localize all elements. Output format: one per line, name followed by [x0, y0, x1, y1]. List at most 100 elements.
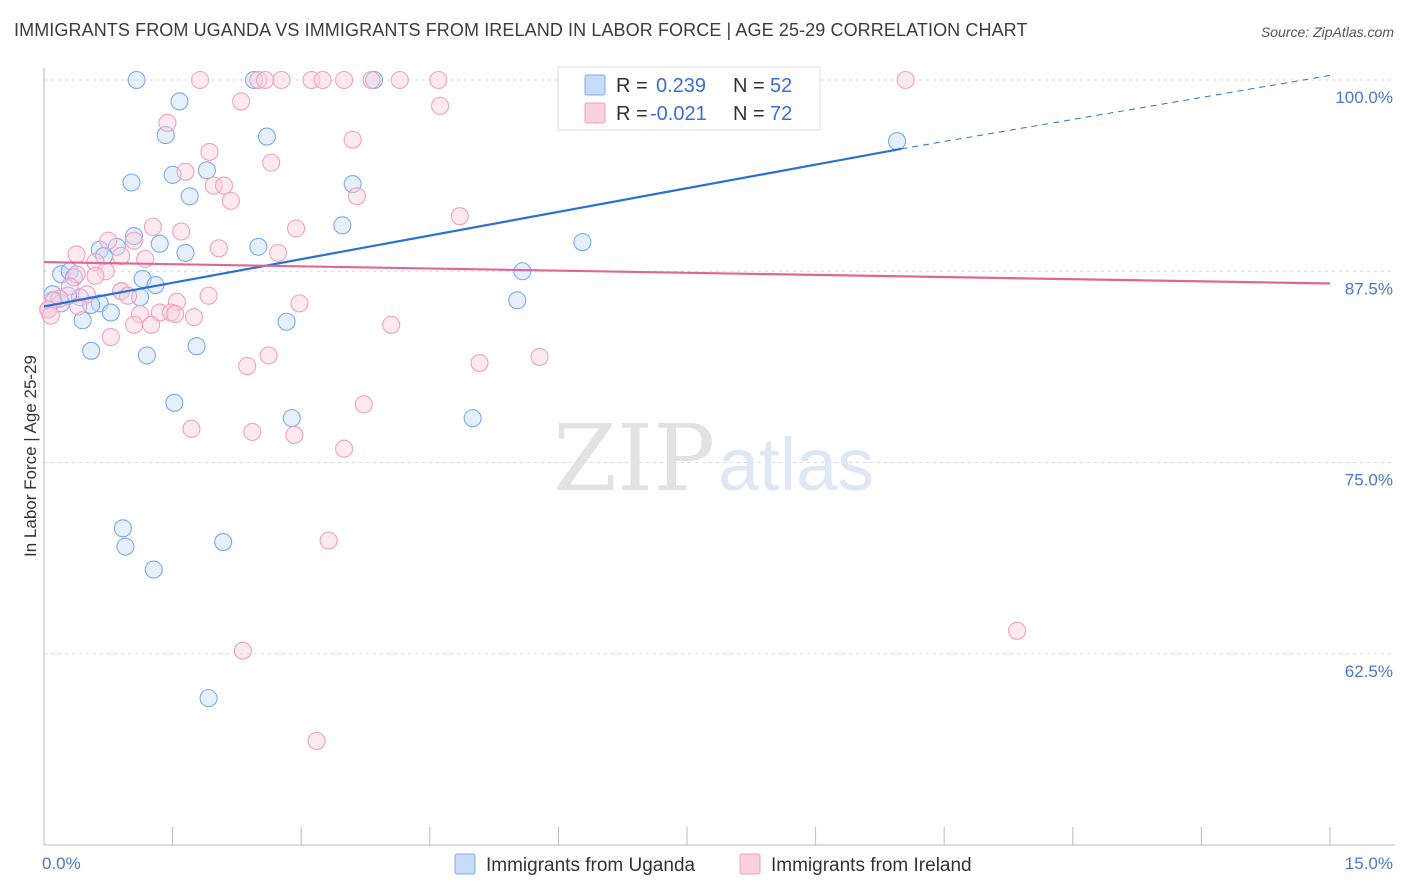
- trend-line-uganda-extension: [901, 74, 1331, 150]
- series-legend-swatch-ireland: [739, 853, 761, 875]
- point-ireland-11: [232, 92, 251, 111]
- point-uganda-0: [127, 70, 146, 90]
- axes: [43, 68, 1395, 846]
- point-ireland-19: [214, 176, 234, 195]
- point-uganda-21: [64, 268, 84, 287]
- point-ireland-26: [124, 231, 144, 250]
- legend-n-value-uganda: 52: [770, 75, 792, 97]
- point-uganda-49: [508, 291, 527, 310]
- grid-lines: [44, 79, 1395, 655]
- trend-lines: [43, 74, 1331, 308]
- point-uganda-36: [82, 341, 101, 360]
- point-ireland-46: [290, 294, 309, 313]
- point-uganda-7: [197, 161, 216, 180]
- point-ireland-66: [233, 641, 252, 660]
- point-ireland-20: [221, 191, 240, 210]
- point-ireland-0: [190, 70, 210, 90]
- trend-line-ireland: [43, 260, 1331, 285]
- point-ireland-2: [256, 70, 275, 90]
- point-uganda-44: [214, 533, 233, 552]
- watermark-atlas: atlas: [718, 423, 874, 506]
- point-ireland-3: [272, 70, 291, 90]
- point-uganda-40: [282, 409, 301, 428]
- point-uganda-50: [887, 132, 907, 151]
- point-ireland-53: [142, 315, 161, 334]
- legend-r-label-uganda: R =: [616, 75, 648, 97]
- series-legend-label-ireland: Immigrants from Ireland: [771, 855, 972, 876]
- legend-r-value-ireland: -0.021: [650, 103, 707, 125]
- point-uganda-41: [463, 409, 482, 428]
- point-uganda-43: [116, 537, 135, 556]
- legend-swatch-uganda: [584, 74, 606, 96]
- point-ireland-10: [896, 70, 915, 90]
- stats-legend: R = 0.239 N = 52 R = -0.021 N = 72: [557, 66, 821, 131]
- point-ireland-67: [307, 731, 326, 751]
- point-ireland-60: [354, 395, 373, 414]
- point-ireland-25: [287, 219, 306, 238]
- point-ireland-23: [143, 217, 162, 236]
- point-ireland-45: [199, 286, 218, 305]
- series-legend-swatch-uganda: [454, 853, 476, 875]
- y-tick-label-1: 75.0%: [1345, 471, 1393, 490]
- point-ireland-12: [431, 96, 450, 116]
- point-uganda-8: [122, 173, 141, 192]
- point-uganda-17: [176, 243, 195, 262]
- x-tick-label-1: 15.0%: [1345, 854, 1393, 873]
- point-ireland-52: [124, 315, 144, 334]
- point-ireland-7: [362, 70, 381, 90]
- point-ireland-51: [184, 308, 204, 327]
- point-uganda-33: [73, 311, 92, 330]
- data-points: [39, 70, 1027, 751]
- point-uganda-48: [513, 262, 532, 281]
- point-ireland-27: [99, 231, 118, 250]
- point-uganda-10: [180, 187, 199, 206]
- point-ireland-21: [347, 187, 366, 206]
- x-tick-label-0: 0.0%: [42, 854, 81, 873]
- point-ireland-62: [243, 422, 262, 441]
- point-uganda-38: [187, 337, 206, 356]
- point-uganda-35: [277, 312, 296, 331]
- point-ireland-14: [343, 130, 362, 149]
- point-ireland-68: [1008, 621, 1027, 640]
- point-ireland-1: [249, 70, 268, 90]
- point-ireland-58: [470, 353, 489, 373]
- point-ireland-6: [335, 70, 354, 90]
- point-uganda-46: [199, 689, 218, 708]
- point-ireland-63: [285, 425, 304, 445]
- point-uganda-11: [333, 216, 352, 235]
- point-ireland-55: [101, 327, 120, 347]
- point-uganda-5: [257, 127, 276, 146]
- legend-r-label-ireland: R =: [616, 103, 648, 125]
- point-ireland-13: [158, 113, 177, 132]
- point-ireland-5: [313, 70, 332, 90]
- y-tick-labels: 62.5% 75.0% 87.5% 100.0%: [1335, 88, 1393, 681]
- point-uganda-14: [150, 234, 169, 253]
- point-uganda-47: [573, 233, 592, 252]
- chart-source: Source: ZipAtlas.com: [1260, 24, 1394, 40]
- legend-swatch-ireland: [584, 102, 606, 124]
- point-uganda-12: [124, 227, 144, 246]
- point-ireland-50: [166, 305, 185, 324]
- y-tick-label-0: 62.5%: [1345, 662, 1393, 681]
- point-ireland-64: [335, 439, 354, 458]
- point-ireland-28: [209, 239, 228, 258]
- point-ireland-71: [41, 306, 60, 325]
- point-ireland-9: [429, 70, 448, 90]
- point-ireland-32: [112, 246, 131, 265]
- point-ireland-15: [200, 142, 219, 161]
- legend-n-label-ireland: N =: [733, 103, 765, 125]
- point-ireland-37: [60, 277, 79, 296]
- legend-r-value-uganda: 0.239: [656, 75, 706, 97]
- point-ireland-22: [450, 207, 469, 226]
- point-uganda-16: [249, 237, 268, 256]
- point-ireland-65: [319, 531, 338, 550]
- legend-n-value-ireland: 72: [770, 103, 792, 125]
- y-axis-label: In Labor Force | Age 25-29: [21, 355, 40, 557]
- point-ireland-16: [262, 153, 281, 172]
- watermark: ZIP atlas: [553, 405, 874, 512]
- series-legend-label-uganda: Immigrants from Uganda: [486, 855, 696, 876]
- point-uganda-34: [101, 303, 120, 322]
- point-ireland-24: [172, 222, 191, 241]
- trend-line-uganda: [43, 147, 902, 308]
